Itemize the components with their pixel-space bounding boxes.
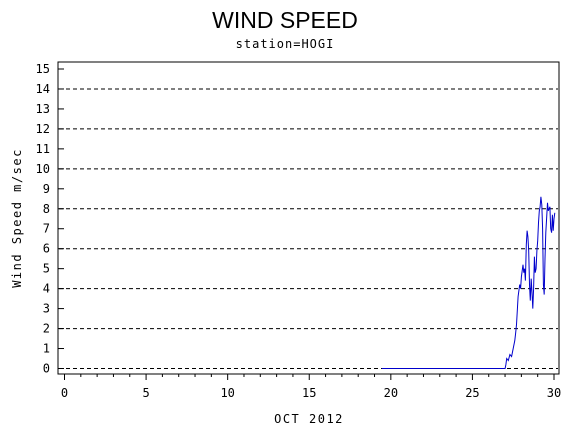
- x-tick-label: 20: [384, 386, 398, 400]
- x-tick-label: 0: [61, 386, 68, 400]
- y-tick-label: 11: [36, 142, 50, 156]
- y-tick-label: 12: [36, 122, 50, 136]
- chart-subtitle: station=HOGI: [236, 37, 335, 51]
- y-tick-label: 4: [43, 282, 50, 296]
- y-tick-label: 10: [36, 162, 50, 176]
- y-tick-label: 3: [43, 302, 50, 316]
- y-tick-label: 6: [43, 242, 50, 256]
- y-tick-label: 14: [36, 82, 50, 96]
- x-tick-label: 25: [465, 386, 479, 400]
- chart-title: WIND SPEED: [212, 7, 358, 33]
- y-axis-label: Wind Speed m/sec: [10, 148, 24, 288]
- x-axis-label: OCT 2012: [274, 412, 344, 426]
- series-group: [381, 196, 556, 369]
- x-tick-label: 5: [142, 386, 149, 400]
- x-tick-label: 10: [220, 386, 234, 400]
- y-tick-label: 5: [43, 262, 50, 276]
- y-tick-label: 15: [36, 62, 50, 76]
- x-axis: 0 5 10 15 20 25 30: [61, 374, 561, 400]
- y-tick-label: 8: [43, 202, 50, 216]
- series-line: [381, 196, 556, 369]
- y-tick-label: 1: [43, 342, 50, 356]
- x-tick-label: 15: [302, 386, 316, 400]
- y-tick-label: 9: [43, 182, 50, 196]
- plot-area-frame: [57, 61, 560, 375]
- y-tick-label: 0: [43, 362, 50, 376]
- y-tick-label: 7: [43, 222, 50, 236]
- y-tick-label: 13: [36, 102, 50, 116]
- x-tick-label: 30: [547, 386, 561, 400]
- reference-lines: [59, 88, 558, 369]
- y-tick-label: 2: [43, 322, 50, 336]
